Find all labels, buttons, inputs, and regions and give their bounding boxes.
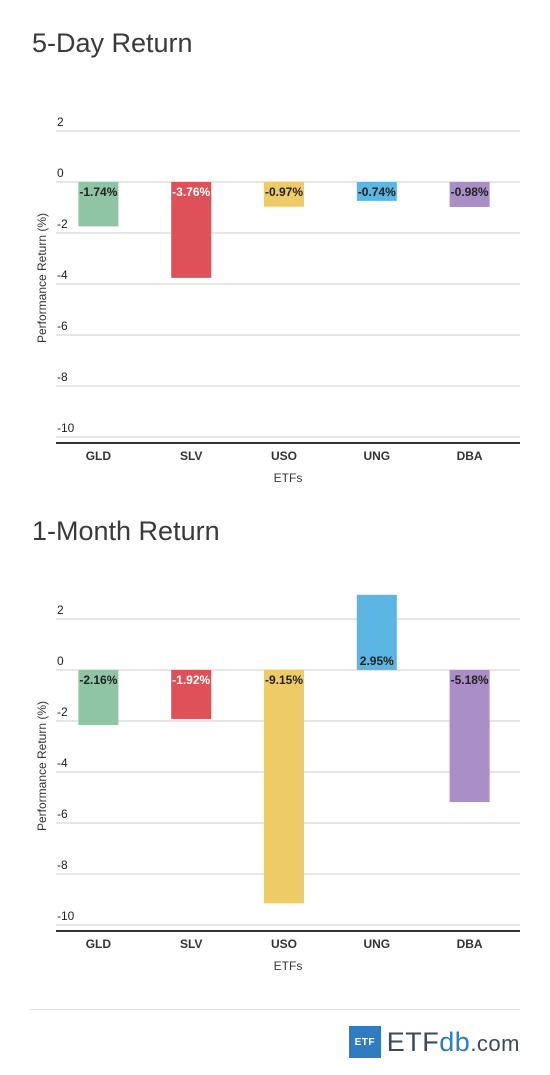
data-label-dba: -5.18% — [451, 673, 489, 687]
y-tick-label: -6 — [57, 319, 68, 333]
y-tick-label: 0 — [57, 654, 64, 668]
x-tick-label: USO — [271, 449, 297, 463]
x-tick-label: GLD — [86, 449, 112, 463]
etfdb-logo-icon: ETF — [348, 1026, 381, 1058]
data-label-slv: -1.92% — [172, 673, 210, 687]
x-tick-label: SLV — [180, 937, 202, 951]
bar-ung — [356, 182, 397, 201]
y-tick-label: -6 — [57, 807, 68, 821]
chart-title-1month: 1-Month Return — [32, 516, 220, 546]
etfdb-wordmark: ETFdb.com — [386, 1026, 520, 1057]
data-label-gld: -1.74% — [79, 185, 117, 199]
data-label-gld: -2.16% — [79, 673, 117, 687]
y-tick-label: 2 — [57, 603, 64, 617]
y-tick-label: -10 — [57, 421, 75, 435]
x-tick-label: UNG — [363, 937, 390, 951]
bar-slv — [171, 182, 212, 278]
y-tick-label: -4 — [57, 756, 68, 770]
chart-title-5day: 5-Day Return — [32, 28, 193, 58]
bar-chart-1month: 2 0 -2 -4 -6 -8 -10 Performance Return (%) -2.16… — [35, 594, 520, 973]
y-tick-label: -10 — [57, 909, 75, 923]
data-label-ung: -0.74% — [358, 185, 396, 199]
data-label-uso: -0.97% — [265, 185, 303, 199]
y-axis-label: Performance Return (%) — [35, 213, 49, 343]
y-tick-label: -8 — [57, 858, 68, 872]
x-tick-label: GLD — [86, 937, 112, 951]
x-axis-label: ETFs — [274, 471, 303, 485]
y-tick-label: 0 — [57, 166, 64, 180]
bar-chart-5day: 2 0 -2 -4 -6 -8 -10 Performance Return (%) -1.74… — [35, 115, 520, 485]
y-tick-label: 2 — [57, 115, 64, 129]
bar-gld — [78, 670, 119, 726]
x-tick-label: USO — [271, 937, 297, 951]
bar-gld — [78, 182, 119, 227]
bar-dba — [449, 670, 490, 803]
data-label-uso: -9.15% — [265, 673, 303, 687]
x-tick-label: DBA — [457, 937, 483, 951]
y-tick-label: -4 — [57, 268, 68, 282]
y-tick-label: -2 — [57, 705, 68, 719]
bar-slv — [171, 670, 212, 719]
bar-uso — [264, 670, 304, 904]
x-tick-label: SLV — [180, 449, 202, 463]
x-tick-label: UNG — [363, 449, 390, 463]
x-axis-label: ETFs — [274, 959, 303, 973]
etfdb-logo[interactable]: ETF ETFdb.com — [348, 1026, 520, 1058]
y-axis-label: Performance Return (%) — [35, 701, 49, 831]
y-tick-label: -8 — [57, 370, 68, 384]
data-label-slv: -3.76% — [172, 185, 210, 199]
bar-dba — [449, 182, 490, 207]
data-label-ung: 2.95% — [360, 654, 394, 668]
data-label-dba: -0.98% — [451, 185, 489, 199]
footer-divider — [30, 1009, 520, 1010]
x-tick-label: DBA — [457, 449, 483, 463]
y-tick-label: -2 — [57, 217, 68, 231]
bar-ung — [356, 594, 397, 670]
bar-uso — [264, 182, 304, 207]
